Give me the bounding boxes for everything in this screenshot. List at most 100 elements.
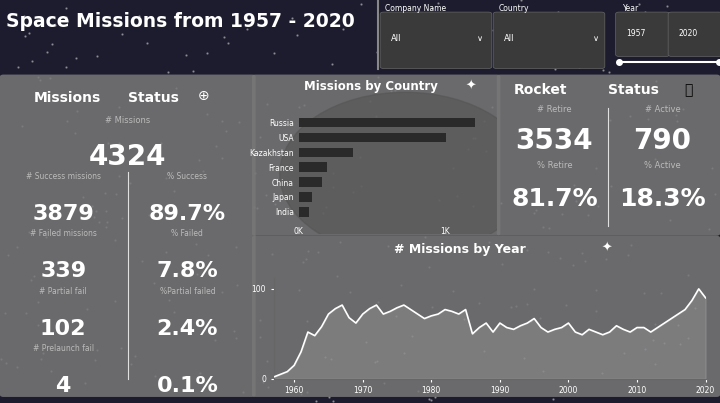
Point: [675, 341, 686, 347]
Point: [109, 237, 121, 243]
Point: [649, 321, 660, 327]
Point: [266, 251, 278, 258]
Point: [672, 322, 684, 329]
Point: [100, 208, 112, 214]
Point: [486, 104, 498, 110]
Text: Status: Status: [128, 91, 179, 105]
Point: [568, 181, 580, 188]
Point: [71, 54, 82, 61]
Text: 102: 102: [40, 318, 86, 339]
Point: [25, 277, 37, 283]
Point: [216, 155, 228, 162]
Point: [528, 285, 539, 292]
Text: 790: 790: [634, 127, 691, 155]
Point: [113, 173, 125, 179]
Point: [11, 244, 22, 250]
Point: [168, 188, 180, 194]
Point: [458, 316, 469, 322]
Point: [554, 254, 566, 261]
Point: [171, 85, 182, 91]
Point: [568, 31, 580, 37]
Point: [649, 156, 660, 162]
Point: [678, 132, 690, 138]
Bar: [299, 177, 323, 187]
Point: [12, 364, 23, 370]
Point: [124, 180, 135, 186]
Point: [429, 393, 441, 400]
Point: [356, 1, 367, 7]
Point: [537, 224, 549, 231]
Point: [487, 26, 499, 33]
Point: [611, 28, 623, 35]
Point: [262, 384, 274, 391]
Point: [2, 252, 14, 258]
Point: [89, 214, 100, 221]
Point: [423, 396, 435, 402]
Text: Rocket: Rocket: [513, 83, 567, 97]
Point: [114, 140, 125, 147]
Point: [237, 388, 248, 395]
Point: [298, 101, 310, 108]
Point: [626, 241, 637, 248]
Point: [521, 301, 532, 307]
Point: [605, 183, 616, 189]
Point: [408, 29, 420, 35]
Point: [19, 12, 30, 19]
Point: [297, 259, 308, 266]
Point: [160, 175, 171, 181]
Point: [46, 40, 58, 47]
Text: 4324: 4324: [89, 143, 166, 171]
Point: [116, 215, 127, 221]
Text: 7.8%: 7.8%: [156, 261, 218, 281]
Point: [384, 17, 395, 23]
Point: [554, 45, 566, 51]
Point: [19, 33, 31, 39]
Text: All: All: [391, 34, 402, 43]
Point: [603, 69, 614, 75]
Bar: [299, 207, 309, 217]
Point: [32, 74, 44, 81]
Point: [130, 353, 141, 359]
Text: 339: 339: [40, 261, 86, 281]
Point: [419, 234, 431, 241]
Point: [696, 291, 708, 297]
Point: [317, 210, 328, 216]
Bar: [299, 118, 475, 127]
Text: # Prelaunch fail: # Prelaunch fail: [32, 344, 94, 353]
Point: [331, 272, 343, 279]
Point: [202, 251, 214, 258]
Point: [371, 358, 382, 364]
Point: [302, 248, 314, 255]
Point: [580, 258, 591, 264]
Point: [638, 290, 649, 297]
Point: [23, 30, 35, 37]
Point: [483, 239, 495, 245]
Point: [670, 112, 682, 118]
Text: 2020: 2020: [679, 29, 698, 37]
Point: [91, 347, 103, 353]
Point: [659, 340, 670, 346]
Point: [160, 249, 171, 256]
Text: 2.4%: 2.4%: [157, 318, 218, 339]
Bar: [299, 147, 353, 157]
Point: [385, 88, 397, 94]
Point: [662, 2, 673, 9]
Point: [210, 143, 222, 150]
Point: [297, 137, 309, 143]
Text: 1957: 1957: [626, 29, 646, 37]
Point: [60, 13, 71, 20]
Point: [593, 203, 604, 210]
Point: [665, 196, 676, 203]
Point: [261, 101, 272, 108]
Point: [422, 15, 433, 21]
Point: [110, 191, 122, 197]
Point: [34, 77, 45, 83]
Point: [320, 204, 331, 210]
Point: [407, 333, 418, 339]
Point: [0, 310, 11, 316]
Point: [473, 299, 485, 306]
Point: [32, 322, 44, 328]
Point: [292, 31, 303, 38]
Point: [328, 170, 339, 177]
Text: ✦: ✦: [465, 80, 476, 93]
